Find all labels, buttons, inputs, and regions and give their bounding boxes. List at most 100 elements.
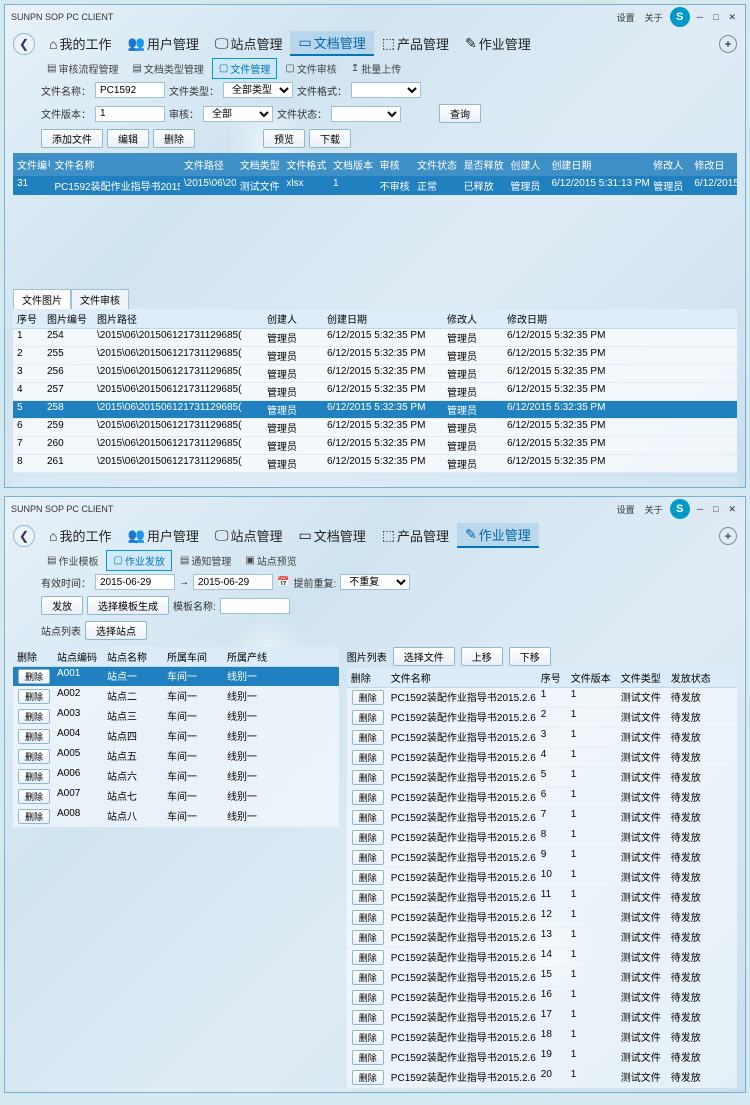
station-row[interactable]: 删除A005站点五车间一线别一 bbox=[13, 747, 339, 767]
delete-row-button[interactable]: 删除 bbox=[352, 890, 384, 905]
delete-row-button[interactable]: 删除 bbox=[18, 769, 50, 784]
file-row[interactable]: 删除PC1592装配作业指导书2015.2.6171测试文件待发放 bbox=[347, 1008, 737, 1028]
file-row[interactable]: 删除PC1592装配作业指导书2015.2.6101测试文件待发放 bbox=[347, 868, 737, 888]
date-to-input[interactable] bbox=[193, 574, 273, 590]
nav-tab[interactable]: 👥用户管理 bbox=[119, 31, 206, 56]
file-row[interactable]: 删除PC1592装配作业指导书2015.2.651测试文件待发放 bbox=[347, 768, 737, 788]
nav-tab[interactable]: ⌂我的工作 bbox=[41, 523, 119, 548]
close-icon[interactable]: ✕ bbox=[725, 12, 739, 23]
gen-template-button[interactable]: 选择模板生成 bbox=[87, 596, 169, 615]
delete-row-button[interactable]: 删除 bbox=[352, 1010, 384, 1025]
delete-row-button[interactable]: 删除 bbox=[18, 709, 50, 724]
minimize-icon[interactable]: ─ bbox=[694, 12, 706, 22]
file-row[interactable]: 删除PC1592装配作业指导书2015.2.6111测试文件待发放 bbox=[347, 888, 737, 908]
delete-row-button[interactable]: 删除 bbox=[352, 990, 384, 1005]
template-name-input[interactable] bbox=[220, 598, 290, 614]
nav-back-icon[interactable]: ❮ bbox=[13, 525, 35, 547]
about-link[interactable]: 关于 bbox=[642, 503, 666, 516]
nav-tab[interactable]: ▭文档管理 bbox=[290, 523, 373, 548]
query-button[interactable]: 查询 bbox=[439, 104, 481, 123]
file-row[interactable]: 删除PC1592装配作业指导书2015.2.6121测试文件待发放 bbox=[347, 908, 737, 928]
image-row[interactable]: 7260\2015\06\201506121731129685(管理员6/12/… bbox=[13, 437, 737, 455]
file-row[interactable]: 删除PC1592装配作业指导书2015.2.6161测试文件待发放 bbox=[347, 988, 737, 1008]
file-row[interactable]: 删除PC1592装配作业指导书2015.2.671测试文件待发放 bbox=[347, 808, 737, 828]
file-type-select[interactable]: 全部类型 bbox=[223, 82, 293, 98]
delete-row-button[interactable]: 删除 bbox=[352, 950, 384, 965]
file-row[interactable]: 删除PC1592装配作业指导书2015.2.621测试文件待发放 bbox=[347, 708, 737, 728]
delete-row-button[interactable]: 删除 bbox=[18, 689, 50, 704]
download-button[interactable]: 下载 bbox=[309, 129, 351, 148]
nav-tab[interactable]: 🖵站点管理 bbox=[207, 523, 291, 548]
nav-tab[interactable]: ⬚产品管理 bbox=[374, 523, 457, 548]
file-table-row[interactable]: 31PC1592装配作业指导书2015.2.6\2015\06\20测试文件xl… bbox=[13, 176, 737, 195]
sub-tab[interactable]: ▤审核流程管理 bbox=[41, 58, 124, 79]
file-status-select[interactable] bbox=[331, 106, 401, 122]
nav-tab[interactable]: ✎作业管理 bbox=[457, 523, 539, 548]
image-row[interactable]: 8261\2015\06\201506121731129685(管理员6/12/… bbox=[13, 455, 737, 473]
settings-link[interactable]: 设置 bbox=[614, 11, 638, 24]
file-row[interactable]: 删除PC1592装配作业指导书2015.2.6201测试文件待发放 bbox=[347, 1068, 737, 1088]
file-row[interactable]: 删除PC1592装配作业指导书2015.2.661测试文件待发放 bbox=[347, 788, 737, 808]
nav-tab[interactable]: ⬚产品管理 bbox=[374, 31, 457, 56]
file-row[interactable]: 删除PC1592装配作业指导书2015.2.631测试文件待发放 bbox=[347, 728, 737, 748]
edit-button[interactable]: 编辑 bbox=[107, 129, 149, 148]
add-file-button[interactable]: 添加文件 bbox=[41, 129, 103, 148]
image-row[interactable]: 5258\2015\06\201506121731129685(管理员6/12/… bbox=[13, 401, 737, 419]
sub-tab[interactable]: ▢文件管理 bbox=[212, 58, 277, 79]
delete-row-button[interactable]: 删除 bbox=[352, 930, 384, 945]
station-row[interactable]: 删除A007站点七车间一线别一 bbox=[13, 787, 339, 807]
nav-back-icon[interactable]: ❮ bbox=[13, 33, 35, 55]
select-station-button[interactable]: 选择站点 bbox=[85, 621, 147, 640]
delete-button[interactable]: 删除 bbox=[153, 129, 195, 148]
nav-tab[interactable]: 🖵站点管理 bbox=[207, 31, 291, 56]
delete-row-button[interactable]: 删除 bbox=[18, 809, 50, 824]
issue-button[interactable]: 发放 bbox=[41, 596, 83, 615]
station-row[interactable]: 删除A008站点八车间一线别一 bbox=[13, 807, 339, 827]
sub-tab[interactable]: ▤文档类型管理 bbox=[126, 58, 209, 79]
delete-row-button[interactable]: 删除 bbox=[352, 1050, 384, 1065]
about-link[interactable]: 关于 bbox=[642, 11, 666, 24]
date-from-input[interactable] bbox=[95, 574, 175, 590]
delete-row-button[interactable]: 删除 bbox=[352, 1070, 384, 1085]
file-row[interactable]: 删除PC1592装配作业指导书2015.2.6151测试文件待发放 bbox=[347, 968, 737, 988]
file-row[interactable]: 删除PC1592装配作业指导书2015.2.681测试文件待发放 bbox=[347, 828, 737, 848]
sub-tab[interactable]: ↥批量上传 bbox=[345, 58, 407, 79]
delete-row-button[interactable]: 删除 bbox=[18, 729, 50, 744]
nav-tab[interactable]: ⌂我的工作 bbox=[41, 31, 119, 56]
image-row[interactable]: 4257\2015\06\201506121731129685(管理员6/12/… bbox=[13, 383, 737, 401]
file-row[interactable]: 删除PC1592装配作业指导书2015.2.641测试文件待发放 bbox=[347, 748, 737, 768]
station-row[interactable]: 删除A002站点二车间一线别一 bbox=[13, 687, 339, 707]
delete-row-button[interactable]: 删除 bbox=[352, 770, 384, 785]
delete-row-button[interactable]: 删除 bbox=[352, 830, 384, 845]
minimize-icon[interactable]: ─ bbox=[694, 504, 706, 514]
file-fmt-select[interactable] bbox=[351, 82, 421, 98]
move-up-button[interactable]: 上移 bbox=[461, 647, 503, 666]
delete-row-button[interactable]: 删除 bbox=[18, 789, 50, 804]
reviewer-select[interactable]: 全部 bbox=[203, 106, 273, 122]
delete-row-button[interactable]: 删除 bbox=[18, 669, 50, 684]
station-row[interactable]: 删除A004站点四车间一线别一 bbox=[13, 727, 339, 747]
station-row[interactable]: 删除A006站点六车间一线别一 bbox=[13, 767, 339, 787]
file-row[interactable]: 删除PC1592装配作业指导书2015.2.6141测试文件待发放 bbox=[347, 948, 737, 968]
image-row[interactable]: 1254\2015\06\201506121731129685(管理员6/12/… bbox=[13, 329, 737, 347]
file-row[interactable]: 删除PC1592装配作业指导书2015.2.6191测试文件待发放 bbox=[347, 1048, 737, 1068]
add-tab-icon[interactable]: + bbox=[719, 527, 737, 545]
file-row[interactable]: 删除PC1592装配作业指导书2015.2.6181测试文件待发放 bbox=[347, 1028, 737, 1048]
delete-row-button[interactable]: 删除 bbox=[352, 850, 384, 865]
file-row[interactable]: 删除PC1592装配作业指导书2015.2.611测试文件待发放 bbox=[347, 688, 737, 708]
delete-row-button[interactable]: 删除 bbox=[352, 810, 384, 825]
sub-tab[interactable]: ▢作业发放 bbox=[106, 550, 171, 571]
nav-tab[interactable]: ✎作业管理 bbox=[457, 31, 539, 56]
cal-icon[interactable]: 📅 bbox=[277, 577, 289, 588]
delete-row-button[interactable]: 删除 bbox=[352, 970, 384, 985]
delete-row-button[interactable]: 删除 bbox=[352, 730, 384, 745]
file-name-input[interactable] bbox=[95, 82, 165, 98]
add-tab-icon[interactable]: + bbox=[719, 35, 737, 53]
tab-file-review[interactable]: 文件审核 bbox=[71, 289, 129, 309]
select-file-button[interactable]: 选择文件 bbox=[393, 647, 455, 666]
close-icon[interactable]: ✕ bbox=[725, 504, 739, 515]
preview-button[interactable]: 预览 bbox=[263, 129, 305, 148]
move-down-button[interactable]: 下移 bbox=[509, 647, 551, 666]
station-row[interactable]: 删除A003站点三车间一线别一 bbox=[13, 707, 339, 727]
file-ver-input[interactable] bbox=[95, 106, 165, 122]
